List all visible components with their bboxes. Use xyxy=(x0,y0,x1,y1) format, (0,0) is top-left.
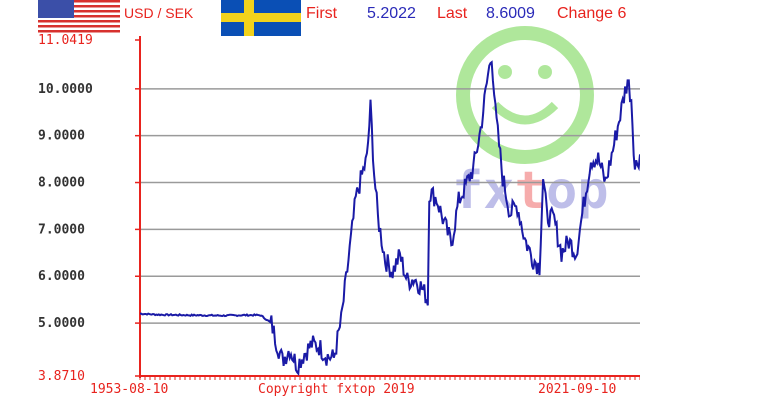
us-flag-icon xyxy=(38,0,120,34)
smiley-watermark-icon xyxy=(456,26,594,164)
y-tick-label: 9.0000 xyxy=(38,129,85,144)
first-label: First xyxy=(306,5,338,22)
y-tick-label: 8.0000 xyxy=(38,176,85,191)
right-mask xyxy=(640,0,777,408)
x-tick-label-start: 1953-08-10 xyxy=(90,382,168,397)
y-tick-label: 6.0000 xyxy=(38,269,85,284)
last-label: Last xyxy=(437,5,468,22)
y-tick-label: 10.0000 xyxy=(38,82,93,97)
change-label: Change 6 xyxy=(557,5,626,22)
first-value: 5.2022 xyxy=(367,5,416,22)
x-tick-label-end: 2021-09-10 xyxy=(538,382,616,397)
copyright-text: Copyright fxtop 2019 xyxy=(258,382,415,397)
sweden-flag-icon xyxy=(221,0,301,36)
y-tick-label: 7.0000 xyxy=(38,222,85,237)
watermark: fxtop xyxy=(452,26,609,221)
axis-ticks xyxy=(135,39,641,380)
y-tick-labels: 11.0419 10.0000 9.0000 8.0000 7.0000 6.0000 5.… xyxy=(38,33,93,384)
last-value: 8.6009 xyxy=(486,5,535,22)
watermark-text: fxtop xyxy=(452,161,609,221)
currency-pair: USD / SEK xyxy=(124,5,194,21)
y-tick-label: 11.0419 xyxy=(38,33,93,48)
y-tick-label: 5.0000 xyxy=(38,316,85,331)
y-tick-label: 3.8710 xyxy=(38,369,85,384)
usd-sek-series-line xyxy=(140,60,641,377)
